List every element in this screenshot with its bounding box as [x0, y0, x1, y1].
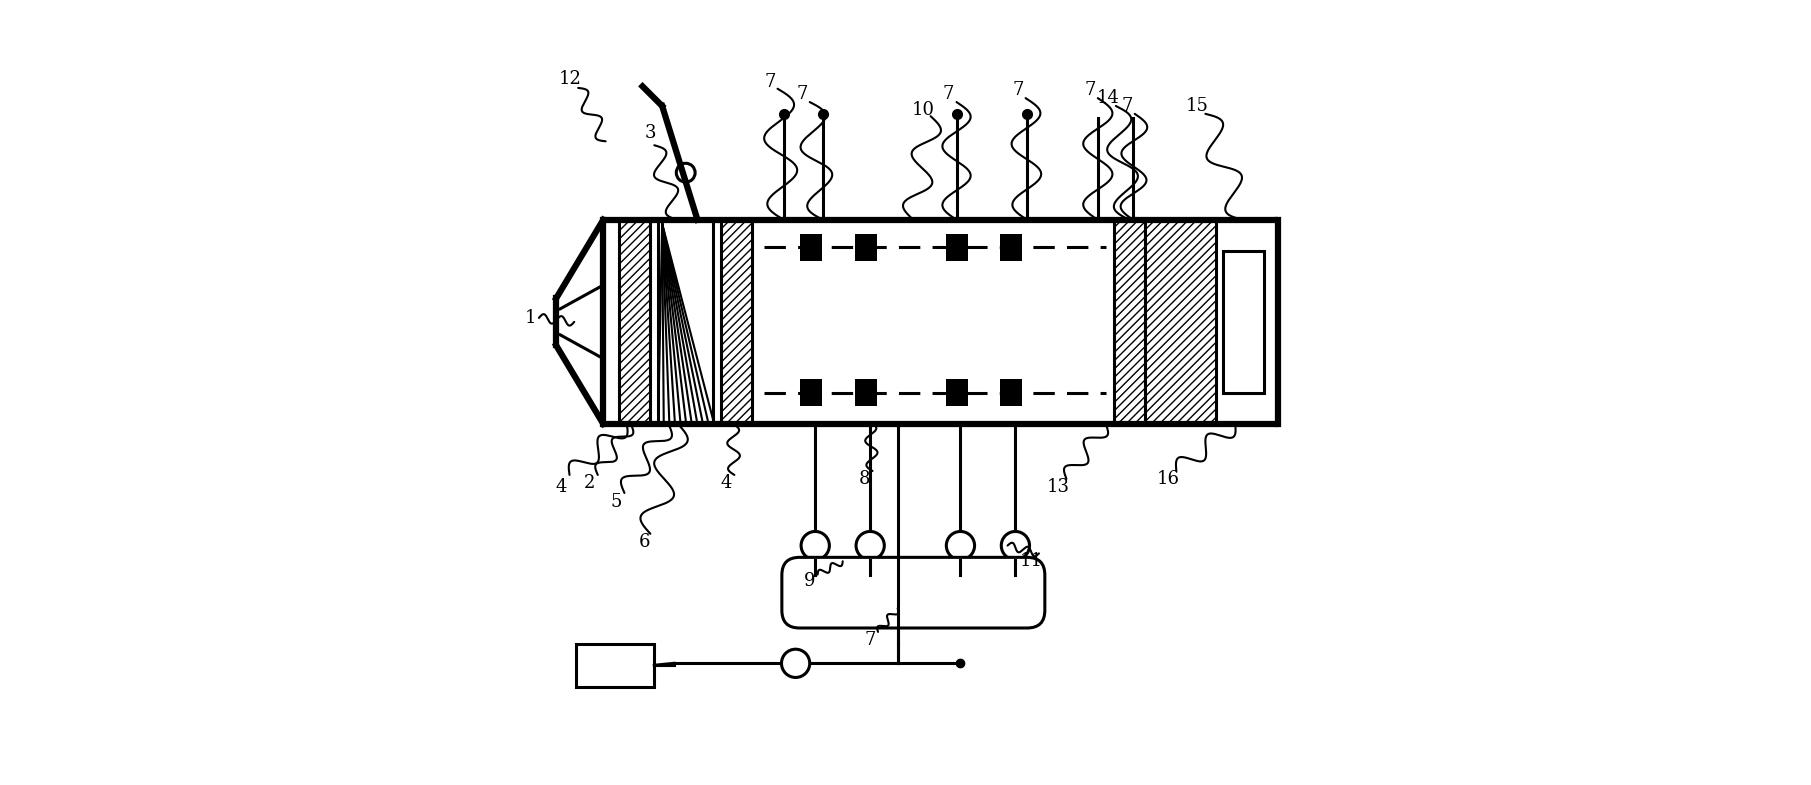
Bar	[800, 379, 822, 407]
Text: 10: 10	[911, 101, 934, 119]
Bar	[576, 644, 654, 687]
Text: 7: 7	[1012, 82, 1023, 99]
Bar	[1000, 379, 1023, 407]
Text: 11: 11	[1020, 553, 1043, 570]
Text: 7: 7	[944, 86, 954, 103]
Text: 13: 13	[1047, 478, 1070, 495]
Bar	[619, 220, 650, 424]
Text: 7: 7	[864, 631, 877, 648]
Text: 9: 9	[804, 572, 815, 590]
Text: 5: 5	[610, 494, 623, 511]
Text: 1: 1	[525, 309, 536, 327]
Bar	[1114, 220, 1145, 424]
Text: 15: 15	[1186, 97, 1210, 115]
Bar	[800, 233, 822, 261]
Text: 4: 4	[721, 474, 732, 491]
Bar	[945, 233, 967, 261]
Text: 7: 7	[797, 86, 808, 103]
Bar	[721, 220, 752, 424]
Text: 8: 8	[858, 470, 871, 487]
Bar	[1145, 220, 1215, 424]
Text: 4: 4	[556, 478, 567, 495]
FancyBboxPatch shape	[782, 557, 1045, 628]
Text: 12: 12	[560, 70, 581, 87]
Bar	[1000, 233, 1023, 261]
Bar	[855, 379, 877, 407]
Text: 6: 6	[639, 533, 650, 550]
Text: 2: 2	[585, 474, 596, 491]
Text: 7: 7	[1085, 82, 1096, 99]
Text: 3: 3	[645, 125, 656, 142]
Text: 16: 16	[1157, 470, 1181, 487]
Text: 14: 14	[1097, 89, 1119, 107]
Text: 7: 7	[764, 74, 775, 91]
Bar	[855, 233, 877, 261]
Text: 7: 7	[1121, 97, 1132, 115]
Bar	[945, 379, 967, 407]
Bar	[1224, 251, 1264, 392]
